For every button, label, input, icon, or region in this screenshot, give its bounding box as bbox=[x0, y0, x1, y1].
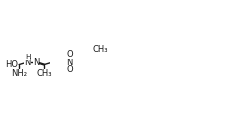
Text: H: H bbox=[25, 54, 30, 60]
Text: HO: HO bbox=[5, 60, 18, 69]
Text: N: N bbox=[33, 58, 39, 67]
Text: O: O bbox=[67, 50, 73, 59]
Text: N: N bbox=[66, 58, 73, 67]
Text: N: N bbox=[24, 58, 31, 67]
Text: O: O bbox=[67, 65, 73, 74]
Text: NH₂: NH₂ bbox=[11, 69, 27, 78]
Text: CH₃: CH₃ bbox=[93, 45, 108, 54]
Text: CH₃: CH₃ bbox=[36, 69, 52, 78]
